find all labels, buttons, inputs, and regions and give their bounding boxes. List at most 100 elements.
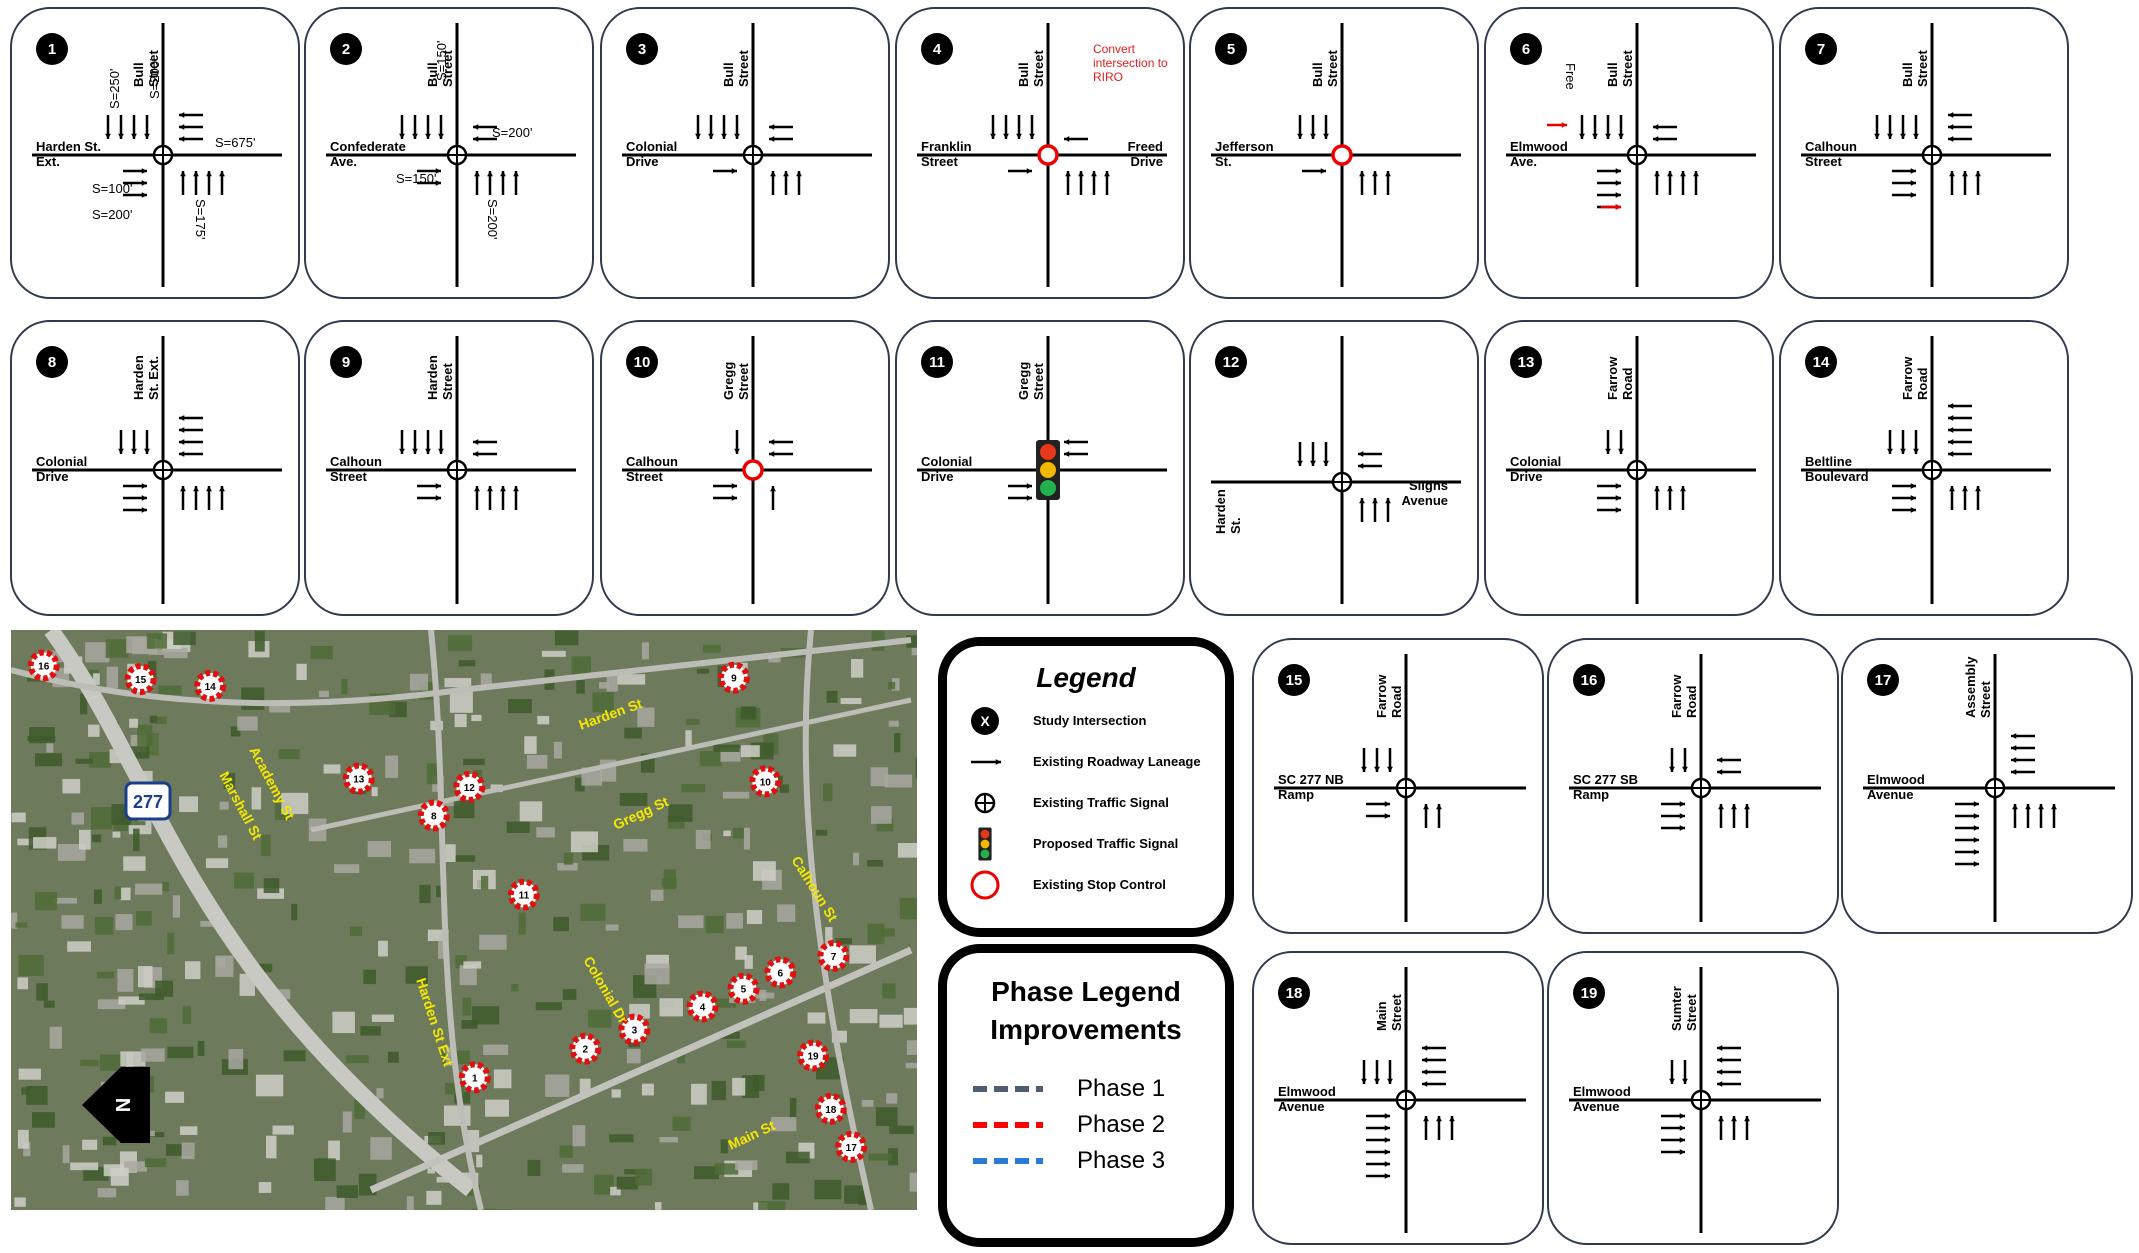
map-texture	[426, 1190, 442, 1205]
map-texture	[879, 1014, 903, 1028]
panel-graphics: 9	[326, 336, 576, 604]
arrow-head	[179, 136, 185, 142]
study-marker	[686, 990, 719, 1023]
map-texture	[454, 714, 467, 728]
north-label: N	[113, 1098, 135, 1112]
map-texture	[471, 1006, 500, 1025]
arrow-head	[399, 133, 405, 139]
arrow-head	[1104, 171, 1110, 177]
map-texture	[138, 993, 164, 1001]
map-texture	[562, 1164, 584, 1173]
ns-street: Main Street	[1374, 994, 1404, 1031]
map-texture	[899, 897, 917, 920]
map-texture	[345, 1055, 369, 1064]
study-marker	[749, 765, 782, 798]
map-texture	[118, 996, 145, 1005]
intersection-panel: 13 Farrow Road Colonial Drive	[1484, 320, 1774, 616]
map-texture	[254, 630, 265, 652]
arrow-head	[1029, 133, 1035, 139]
map-texture	[694, 1166, 720, 1180]
arrow-head	[141, 168, 147, 174]
annotation: S=675'	[215, 135, 256, 150]
map-texture	[257, 888, 284, 899]
map-texture	[888, 681, 896, 690]
arrow-head	[1561, 122, 1567, 128]
arrow-head	[1717, 1057, 1723, 1063]
map-texture	[472, 1208, 496, 1210]
arrow-head	[473, 136, 479, 142]
arrow-head	[1323, 460, 1329, 466]
map-texture	[113, 820, 129, 831]
map-texture	[580, 903, 606, 921]
map-texture	[605, 924, 619, 931]
map-texture	[363, 969, 376, 985]
ew-street: SC 277 SB Ramp	[1573, 772, 1639, 802]
arrow-head	[1449, 1116, 1455, 1122]
ew-street: Colonial Drive	[36, 454, 88, 484]
arrow-head	[1297, 460, 1303, 466]
map-texture	[563, 852, 573, 865]
number-badge	[36, 346, 68, 378]
panel-graphics: 4	[917, 23, 1167, 287]
map-texture	[545, 1074, 570, 1097]
map-texture	[758, 1201, 786, 1210]
map-texture	[861, 1100, 874, 1107]
map-texture	[455, 955, 467, 969]
map-texture	[617, 674, 646, 685]
map-texture	[291, 903, 298, 921]
intersection-panel: 6 Bull Street Elmwood Ave. Free	[1484, 7, 1774, 299]
arrow-head	[1374, 766, 1380, 772]
panel-graphics: 6	[1506, 23, 1756, 287]
arrow-head	[179, 415, 185, 421]
arrow-head	[179, 451, 185, 457]
map-texture	[536, 827, 555, 838]
arrow-head	[1384, 1149, 1390, 1155]
map-texture	[735, 946, 747, 960]
arrow-head	[141, 507, 147, 513]
number-badge	[1573, 977, 1605, 1009]
map-texture	[17, 838, 34, 846]
marker-number: 4	[700, 1002, 706, 1013]
study-marker	[618, 1013, 651, 1046]
intersection-panel: 14 Farrow Road Beltline Boulevard	[1779, 320, 2069, 616]
arrow-head	[1026, 483, 1032, 489]
intersection-number: 7	[1817, 41, 1825, 58]
arrow-head	[105, 133, 111, 139]
arrow-head	[412, 448, 418, 454]
arrow-head	[1887, 133, 1893, 139]
map-texture	[140, 1048, 165, 1062]
signal-lamp	[1040, 444, 1056, 460]
map-texture	[691, 1083, 707, 1105]
arrow-head	[1679, 825, 1685, 831]
panel-graphics: 15	[1274, 654, 1526, 922]
map-texture	[97, 999, 126, 1010]
map-texture	[662, 878, 677, 888]
map-texture	[80, 1059, 99, 1067]
arrow-head	[179, 124, 185, 130]
map-texture	[251, 787, 262, 810]
map-road	[310, 697, 912, 833]
marker-number: 10	[760, 777, 772, 788]
ns-street: Farrow Road	[1374, 674, 1404, 718]
map-texture	[641, 642, 649, 660]
arrow-head	[435, 483, 441, 489]
map-texture	[49, 1026, 62, 1049]
map-texture	[593, 1174, 614, 1195]
legend-title: Legend	[1036, 662, 1136, 693]
arrow-head	[118, 448, 124, 454]
arrow-head	[1680, 486, 1686, 492]
arrow-head	[1682, 766, 1688, 772]
arrow-head	[1679, 813, 1685, 819]
arrow-head	[1949, 171, 1955, 177]
map-texture	[387, 1051, 399, 1063]
map-texture	[462, 997, 472, 1016]
arrow-head	[179, 427, 185, 433]
map-texture	[427, 1168, 436, 1174]
map-texture	[453, 800, 475, 819]
legend-item: Proposed Traffic Signal	[1033, 836, 1179, 851]
annotation: Convert intersection to RIRO	[1093, 42, 1168, 84]
study-marker	[507, 878, 540, 911]
map-texture	[526, 754, 548, 769]
arrow-head	[1384, 1125, 1390, 1131]
map-texture	[133, 828, 140, 852]
